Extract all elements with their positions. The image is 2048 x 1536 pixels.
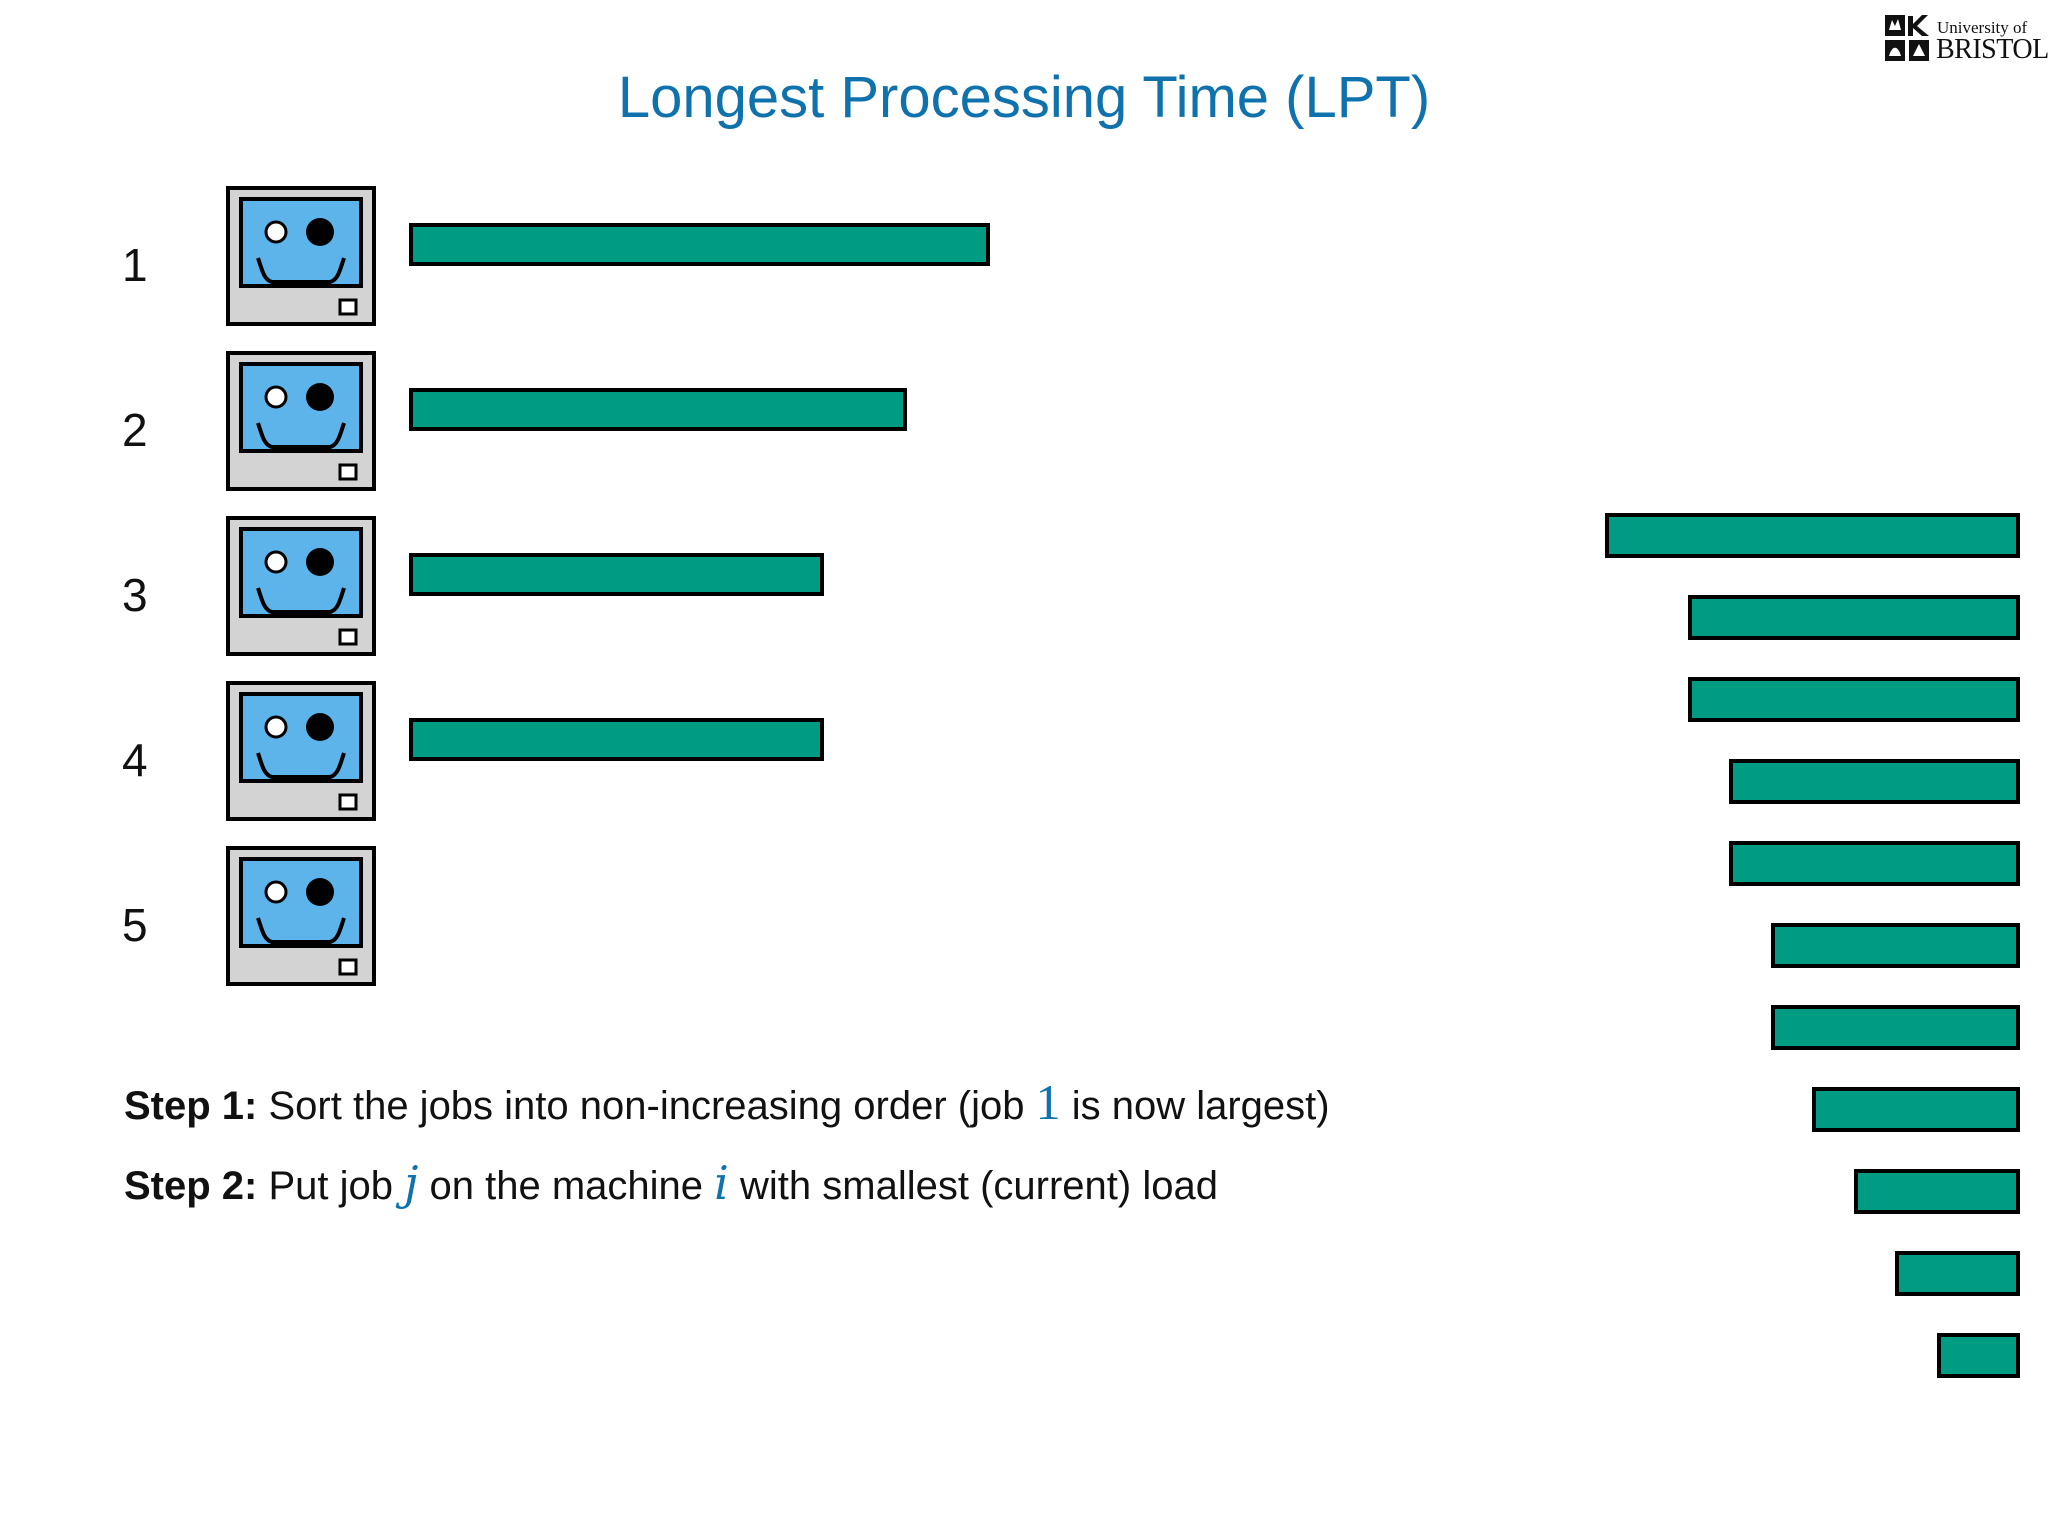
slide-title: Longest Processing Time (LPT) <box>617 65 1431 130</box>
machine-number: 4 <box>122 734 148 786</box>
job-bar <box>1688 677 2020 722</box>
computer-monitor-icon <box>226 351 376 491</box>
university-crest-icon <box>1885 15 1929 61</box>
machine-load-bar <box>409 553 824 596</box>
step-2-math-i: i <box>714 1156 729 1210</box>
step-1-math-job: 1 <box>1035 1074 1061 1130</box>
step-1-label: Step 1: <box>124 1084 258 1128</box>
step-1: Step 1: Sort the jobs into non-increasin… <box>124 1073 1330 1131</box>
job-bar <box>1729 759 2020 804</box>
computer-monitor-icon <box>226 516 376 656</box>
machine-load-bar <box>409 718 824 761</box>
machine-load-bar <box>409 388 907 431</box>
step-1-text-after: is now largest) <box>1071 1084 1330 1128</box>
job-bar <box>1854 1169 2020 1214</box>
job-bar <box>1605 513 2020 558</box>
step-2-math-j: j <box>404 1156 419 1210</box>
step-2: Step 2: Put job j on the machine i with … <box>124 1156 1218 1210</box>
step-2-text-middle: on the machine <box>429 1164 704 1208</box>
logo-bristol-text: BRISTOL <box>1936 34 2048 65</box>
machine-row-5: 5 <box>0 846 1100 986</box>
step-2-text-before: Put job <box>268 1164 394 1208</box>
job-bar <box>1729 841 2020 886</box>
machine-row-3: 3 <box>0 516 1100 656</box>
step-2-text-after: with smallest (current) load <box>740 1164 1218 1208</box>
machine-number: 3 <box>122 569 148 621</box>
step-2-label: Step 2: <box>124 1164 258 1208</box>
logo-university-text: University of <box>1937 18 2028 37</box>
job-bar <box>1895 1251 2020 1296</box>
step-1-text-before: Sort the jobs into non-increasing order … <box>268 1084 1025 1128</box>
machine-row-1: 1 <box>0 186 1100 326</box>
job-bar <box>1771 923 2020 968</box>
job-bar <box>1688 595 2020 640</box>
computer-monitor-icon <box>226 681 376 821</box>
machine-row-2: 2 <box>0 351 1100 491</box>
job-bar <box>1771 1005 2020 1050</box>
university-logo: University of BRISTOL <box>1884 14 2048 65</box>
machine-number: 2 <box>122 404 148 456</box>
job-bar <box>1812 1087 2020 1132</box>
machine-row-4: 4 <box>0 681 1100 821</box>
machine-number: 1 <box>122 239 148 291</box>
computer-monitor-icon <box>226 846 376 986</box>
machine-load-bar <box>409 223 990 266</box>
machine-number: 5 <box>122 899 148 951</box>
computer-monitor-icon <box>226 186 376 326</box>
job-bar <box>1937 1333 2020 1378</box>
